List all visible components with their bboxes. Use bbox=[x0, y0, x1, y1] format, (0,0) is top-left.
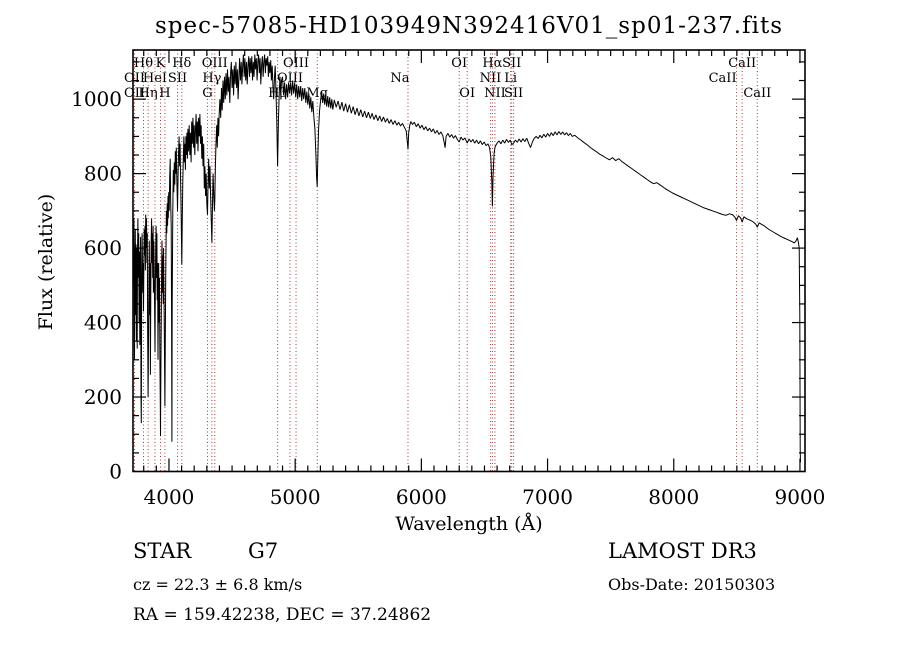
line-marker-label: Na bbox=[390, 71, 409, 86]
ra-dec-value: RA = 159.42238, DEC = 37.24862 bbox=[133, 605, 431, 625]
y-tick-label: 800 bbox=[84, 162, 122, 186]
survey-label: LAMOST DR3 bbox=[608, 539, 757, 563]
y-tick-label: 0 bbox=[109, 460, 122, 484]
line-marker-label: Hθ bbox=[134, 56, 153, 71]
line-marker-lines bbox=[134, 50, 758, 472]
line-marker-label: G bbox=[202, 86, 212, 101]
x-tick-label: 4000 bbox=[144, 485, 195, 509]
line-marker-label: Hγ bbox=[202, 71, 221, 86]
x-tick-label: 6000 bbox=[396, 485, 447, 509]
line-marker-label: OII bbox=[124, 71, 145, 86]
line-marker-label: NII bbox=[480, 71, 502, 86]
x-tick-label: 5000 bbox=[270, 485, 321, 509]
y-tick-labels: 0 200 400 600 800 1000 bbox=[71, 87, 122, 483]
x-tick-label: 9000 bbox=[774, 485, 825, 509]
y-tick-label: 1000 bbox=[71, 87, 122, 111]
line-marker-label: OI bbox=[459, 86, 475, 101]
line-marker-label: OIII bbox=[283, 56, 309, 71]
line-marker-label: SII bbox=[504, 86, 523, 101]
subclass-label: G7 bbox=[248, 539, 278, 563]
x-tick-label: 8000 bbox=[648, 485, 699, 509]
object-class-label: STAR bbox=[133, 539, 192, 563]
plot-frame bbox=[132, 49, 806, 473]
line-marker-label: NII bbox=[484, 86, 506, 101]
plot-title: spec-57085-HD103949N392416V01_sp01-237.f… bbox=[155, 13, 783, 39]
line-marker-label: OIII bbox=[277, 71, 303, 86]
line-marker-label: CaII bbox=[709, 71, 737, 86]
line-marker-label: H bbox=[159, 86, 170, 101]
spectrum-trace bbox=[132, 54, 801, 463]
line-marker-label: OIII bbox=[202, 56, 228, 71]
line-marker-label: OII bbox=[124, 86, 145, 101]
line-marker-label: CaII bbox=[728, 56, 756, 71]
line-marker-label: Hδ bbox=[172, 56, 191, 71]
x-axis-label: Wavelength (Å) bbox=[395, 513, 542, 535]
y-tick-label: 600 bbox=[84, 236, 122, 260]
y-axis-label: Flux (relative) bbox=[35, 194, 57, 331]
line-marker-label: HeI bbox=[143, 71, 167, 86]
cz-value: cz = 22.3 ± 6.8 km/s bbox=[133, 575, 302, 594]
line-marker-label: OI bbox=[451, 56, 467, 71]
line-marker-label: K bbox=[156, 56, 166, 71]
line-marker-label: SII bbox=[502, 56, 521, 71]
line-marker-label: Hα bbox=[482, 56, 502, 71]
x-tick-label: 7000 bbox=[522, 485, 573, 509]
x-tick-labels: 4000 5000 6000 7000 8000 9000 bbox=[144, 485, 826, 509]
y-tick-label: 200 bbox=[84, 385, 122, 409]
y-tick-label: 400 bbox=[84, 311, 122, 335]
line-marker-label: CaII bbox=[743, 86, 771, 101]
axis-ticks bbox=[133, 50, 805, 472]
obs-date: Obs-Date: 20150303 bbox=[608, 575, 775, 594]
line-marker-label: Li bbox=[504, 71, 517, 86]
line-marker-label: Hη bbox=[139, 86, 158, 101]
line-marker-label: SII bbox=[168, 71, 187, 86]
